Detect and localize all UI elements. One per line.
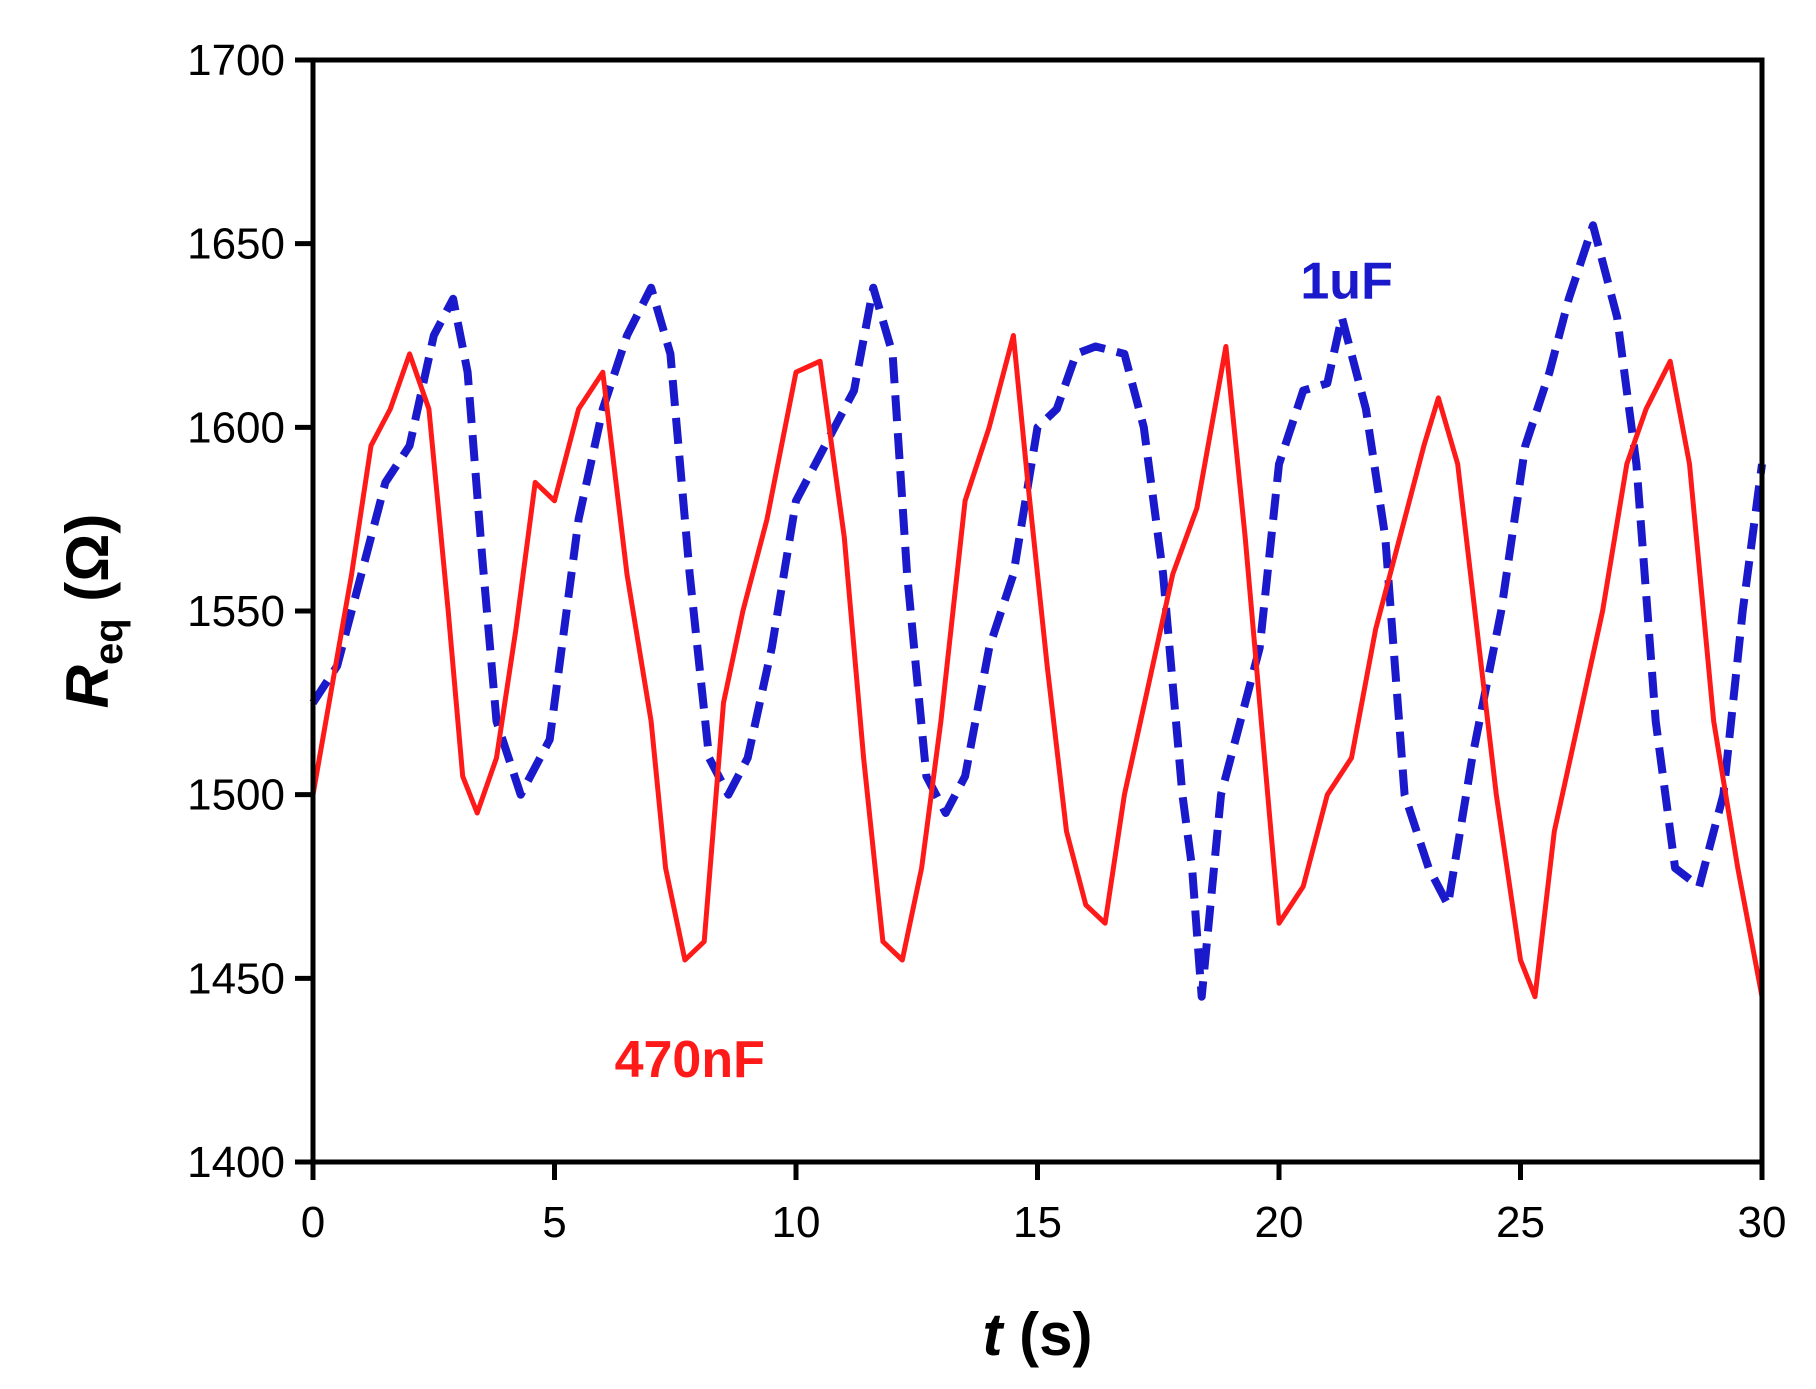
plot-area-frame (310, 57, 1765, 1165)
series-layer (309, 221, 1766, 1001)
series-labels: 1uF 470nF (615, 252, 1393, 1089)
y-tick-label: 1650 (187, 220, 285, 269)
x-axis-title-unit: (s) (1002, 1301, 1092, 1368)
y-tick-label: 1500 (187, 771, 285, 820)
y-tick-label: 1400 (187, 1138, 285, 1187)
y-axis-title-subscript: eq (87, 618, 131, 665)
y-tick-label: 1550 (187, 587, 285, 636)
x-tick-label: 20 (1255, 1198, 1304, 1247)
x-tick-label: 5 (542, 1198, 566, 1247)
y-axis: 1400 1450 1500 1550 1600 1650 1700 (187, 36, 313, 1187)
y-axis-title-variable: R (54, 665, 121, 708)
x-tick-label: 10 (772, 1198, 821, 1247)
y-axis-title: Req (Ω) (54, 514, 131, 709)
x-tick-label: 15 (1013, 1198, 1062, 1247)
x-axis: 0 5 10 15 20 25 30 (301, 1162, 1787, 1247)
y-tick-label: 1450 (187, 954, 285, 1003)
x-axis-title-variable: t (983, 1301, 1006, 1368)
series-label-1uf: 1uF (1300, 252, 1392, 310)
x-tick-label: 30 (1738, 1198, 1787, 1247)
series-points-1uf (312, 225, 1763, 997)
y-axis-title-unit: (Ω) (54, 514, 121, 619)
y-tick-label: 1600 (187, 403, 285, 452)
series-label-470nf: 470nF (615, 1031, 765, 1089)
x-axis-title: t (s) (983, 1301, 1093, 1368)
y-tick-label: 1700 (187, 36, 285, 85)
series-line-1uf (309, 221, 1766, 1001)
x-tick-label: 25 (1496, 1198, 1545, 1247)
x-tick-label: 0 (301, 1198, 325, 1247)
series-line-470nf (310, 333, 1765, 1000)
